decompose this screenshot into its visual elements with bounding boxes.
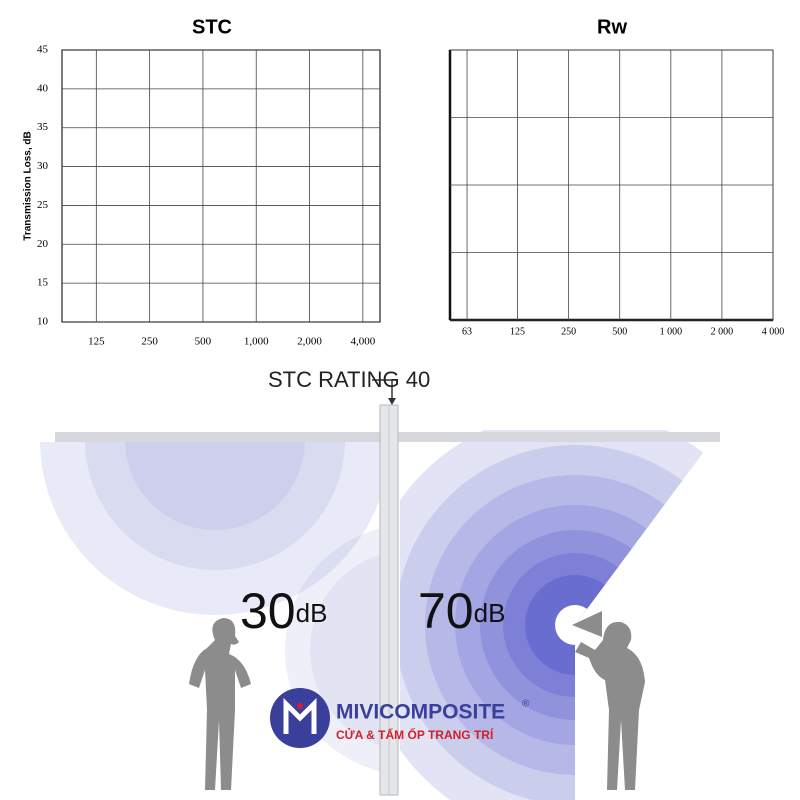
- level-number: 30: [240, 583, 296, 639]
- ceiling-waves: [40, 442, 380, 615]
- chart: Rw 63 125 250 500 1 000 2 000 4 000: [448, 16, 785, 337]
- y-tick-label: 45: [37, 44, 49, 56]
- logo-glyph: [283, 697, 317, 734]
- x-tick-label: 250: [561, 326, 576, 337]
- chart-title: STC: [192, 16, 232, 38]
- x-tick-label: 63: [462, 326, 472, 337]
- x-tick-label: 250: [141, 336, 158, 348]
- x-tick-label: 2,000: [297, 336, 322, 348]
- listener: [189, 618, 251, 790]
- logo-tagline: CỬA & TẤM ỐP TRANG TRÍ: [336, 727, 494, 742]
- level-unit: dB: [474, 598, 506, 628]
- megaphone: [572, 611, 602, 637]
- x-tick-label: 500: [195, 336, 212, 348]
- logo: MIVICOMPOSITE ® CỬA & TẤM ỐP TRANG TRÍ: [270, 688, 530, 748]
- right-level: 70dB: [418, 583, 505, 639]
- y-tick-label: 25: [37, 199, 49, 211]
- logo-dot: [297, 703, 303, 709]
- x-tick-label: 1 000: [660, 326, 683, 337]
- rating-label: STC RATING 40: [268, 367, 430, 392]
- y-tick-label: 30: [37, 160, 49, 172]
- arrow-head: [388, 398, 396, 405]
- chart-title: Rw: [597, 16, 627, 38]
- chart: STC Transmission Loss, dB 10 15 20 25 30 35 40 45…: [23, 16, 381, 348]
- y-tick-label: 20: [37, 238, 49, 250]
- speaker-person: [575, 621, 645, 790]
- y-tick-label: 15: [37, 277, 49, 289]
- x-tick-label: 4 000: [762, 326, 785, 337]
- logo-mark: ®: [522, 699, 530, 710]
- logo-name: MIVICOMPOSITE: [336, 701, 505, 724]
- x-tick-label: 4,000: [350, 336, 375, 348]
- y-tick-label: 35: [37, 121, 49, 133]
- rating-arrow: [372, 379, 393, 402]
- left-level: 30dB: [240, 583, 327, 639]
- level-number: 70: [418, 583, 474, 639]
- x-tick-label: 125: [510, 326, 525, 337]
- x-tick-label: 1,000: [244, 336, 269, 348]
- x-tick-label: 500: [612, 326, 627, 337]
- level-unit: dB: [296, 598, 328, 628]
- y-axis-label: Transmission Loss, dB: [23, 131, 34, 240]
- plot-frame: [61, 49, 381, 323]
- y-tick-label: 10: [37, 316, 49, 328]
- x-tick-label: 125: [88, 336, 105, 348]
- y-tick-label: 40: [37, 82, 49, 94]
- x-tick-label: 2 000: [711, 326, 734, 337]
